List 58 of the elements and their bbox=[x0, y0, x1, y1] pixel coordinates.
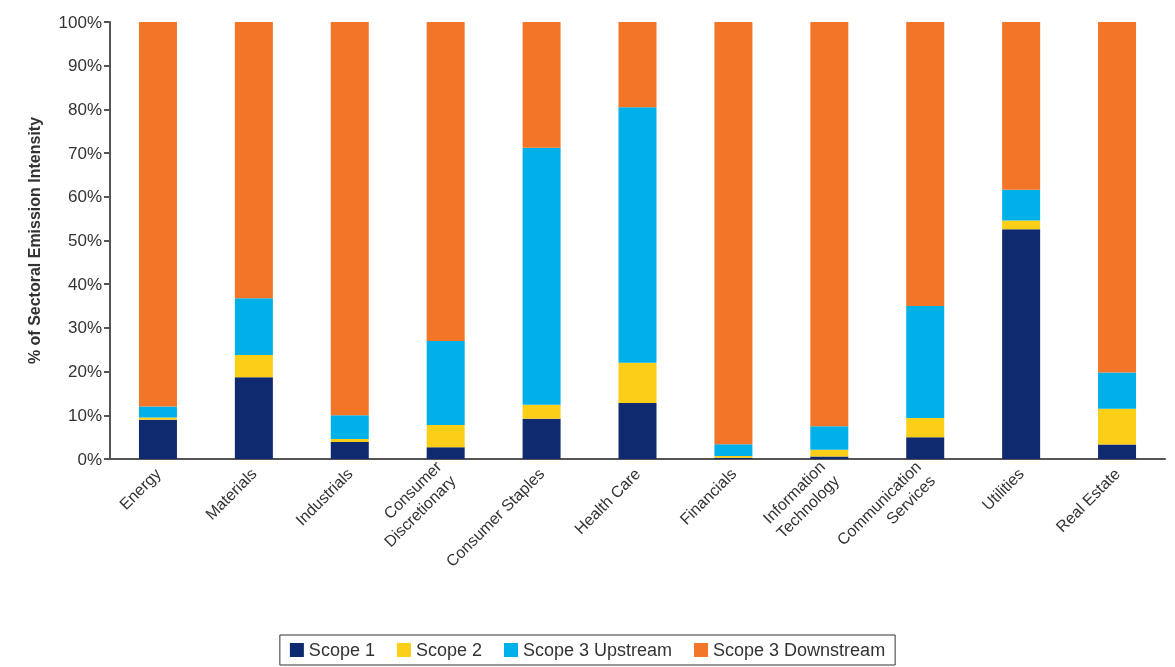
y-tick-label: 0% bbox=[77, 449, 102, 469]
bar bbox=[714, 444, 753, 456]
bar bbox=[426, 22, 465, 342]
bar bbox=[714, 22, 753, 445]
y-tick-label: 100% bbox=[58, 12, 102, 32]
bar bbox=[1098, 408, 1137, 445]
bar bbox=[234, 354, 273, 378]
bar bbox=[138, 22, 177, 407]
bar bbox=[426, 424, 465, 448]
y-tick-label: 50% bbox=[67, 231, 102, 250]
bar bbox=[618, 22, 657, 108]
bar bbox=[426, 447, 465, 459]
legend-label: Scope 2 bbox=[415, 640, 482, 660]
y-tick-label: 10% bbox=[67, 405, 102, 425]
bar bbox=[234, 298, 273, 355]
bar bbox=[906, 437, 945, 459]
legend-label: Scope 3 Downstream bbox=[713, 640, 886, 660]
bar bbox=[906, 22, 945, 307]
bar bbox=[810, 456, 849, 459]
bar bbox=[522, 404, 561, 419]
bar bbox=[810, 22, 849, 427]
bar bbox=[138, 406, 177, 418]
y-tick-label: 60% bbox=[67, 187, 102, 207]
y-tick-label: 90% bbox=[67, 56, 102, 76]
bar bbox=[234, 377, 273, 459]
bar bbox=[1002, 220, 1041, 230]
bar bbox=[906, 417, 945, 438]
bar bbox=[618, 403, 657, 459]
bar bbox=[234, 22, 273, 299]
bar bbox=[618, 362, 657, 404]
bar bbox=[522, 22, 561, 148]
bar bbox=[138, 417, 177, 420]
bar bbox=[330, 441, 369, 459]
bar bbox=[906, 306, 945, 418]
y-tick-label: 40% bbox=[67, 274, 102, 294]
legend-label: Scope 1 bbox=[308, 640, 375, 660]
bar bbox=[138, 419, 177, 459]
bar bbox=[1002, 189, 1041, 221]
y-tick-label: 20% bbox=[67, 362, 102, 382]
bar bbox=[330, 22, 369, 416]
bar bbox=[1098, 444, 1137, 459]
bar bbox=[1002, 22, 1041, 190]
bar bbox=[426, 341, 465, 425]
bar bbox=[330, 438, 369, 442]
bar bbox=[1098, 22, 1137, 373]
bar bbox=[522, 418, 561, 459]
bar bbox=[330, 415, 369, 439]
bar bbox=[522, 147, 561, 405]
bar bbox=[810, 449, 849, 457]
y-tick-label: 80% bbox=[67, 99, 102, 119]
y-axis-title: % of Sectoral Emission Intensity bbox=[25, 116, 43, 365]
legend-label: Scope 3 Upstream bbox=[522, 640, 673, 660]
bar bbox=[1002, 229, 1041, 459]
bar bbox=[1098, 372, 1137, 409]
y-tick-label: 30% bbox=[67, 318, 102, 338]
bar bbox=[810, 426, 849, 450]
y-tick-label: 70% bbox=[67, 143, 102, 163]
bar bbox=[618, 107, 657, 363]
